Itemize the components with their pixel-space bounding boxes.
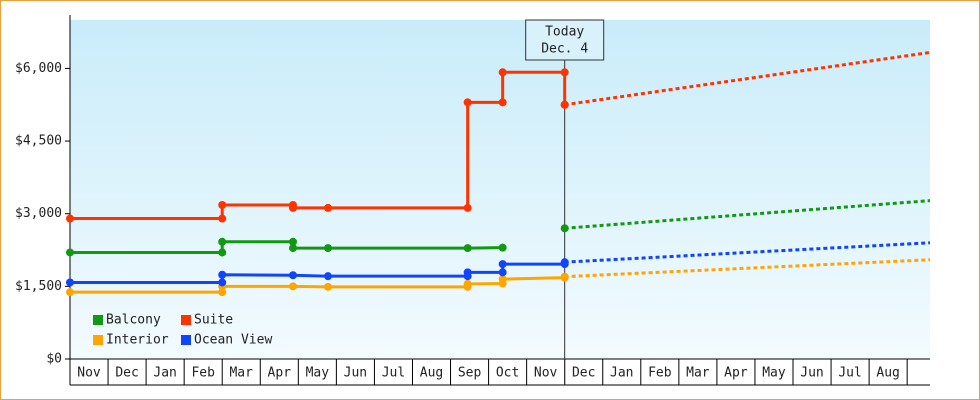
x-tick-label: Feb [191, 366, 215, 381]
point [560, 100, 569, 109]
y-tick-label: $4,500 [15, 134, 62, 149]
x-tick-label: Jul [382, 366, 405, 381]
x-tick-label: May [306, 366, 330, 381]
projection-line [564, 241, 931, 264]
today-box [525, 19, 605, 61]
legend-swatch [181, 335, 191, 345]
x-tick-label: Oct [496, 366, 519, 381]
point [66, 278, 74, 287]
point [498, 68, 507, 77]
x-tick-label: May [762, 366, 786, 381]
x-tick-label: Mar [686, 366, 710, 381]
point [498, 275, 507, 284]
point [288, 237, 297, 246]
x-tick-label: Apr [268, 366, 292, 381]
projection-line [564, 50, 931, 107]
point [288, 271, 297, 280]
x-tick-label: Jan [153, 366, 176, 381]
point [66, 248, 74, 257]
x-tick-label: Jun [800, 366, 823, 381]
y-tick-label: $3,000 [15, 206, 62, 221]
x-tick-label: Jan [610, 366, 633, 381]
point [463, 203, 472, 212]
point [218, 200, 227, 209]
point [218, 278, 227, 287]
x-tick-label: Jun [344, 366, 367, 381]
point [324, 203, 332, 212]
point [463, 98, 472, 107]
x-tick-label: Dec [572, 366, 595, 381]
point [324, 282, 332, 291]
point [463, 244, 472, 253]
y-tick-label: $6,000 [15, 61, 62, 76]
y-tick-label: $1,500 [15, 279, 62, 294]
point [288, 282, 297, 291]
legend-swatch [93, 315, 103, 325]
point [463, 268, 472, 277]
x-tick-label: Aug [876, 366, 899, 381]
x-tick-label: Nov [77, 366, 101, 381]
x-tick-label: Dec [115, 366, 138, 381]
legend-label: Interior [106, 333, 169, 348]
x-tick-label: Jul [838, 366, 861, 381]
legend-label: Ocean View [194, 333, 272, 348]
point [288, 244, 297, 253]
legend-label: Suite [194, 313, 233, 328]
today-label: Dec. 4 [541, 42, 588, 57]
today-label: Today [545, 25, 584, 40]
legend-label: Balcony [106, 313, 161, 328]
point [218, 237, 227, 246]
point [560, 224, 569, 233]
point [218, 214, 227, 223]
point [498, 98, 507, 107]
point [218, 288, 227, 297]
point [560, 68, 569, 77]
point [498, 243, 507, 252]
y-tick-label: $0 [46, 352, 62, 367]
x-tick-label: Sep [458, 366, 482, 381]
x-tick-label: Feb [648, 366, 672, 381]
x-tick-label: Aug [420, 366, 443, 381]
x-tick-label: Apr [724, 366, 748, 381]
point [324, 272, 332, 281]
point [560, 273, 569, 282]
projection-line [564, 258, 931, 279]
point [288, 203, 297, 212]
point [66, 288, 74, 297]
projection-line [564, 199, 931, 230]
point [66, 214, 74, 223]
point [463, 279, 472, 288]
point [218, 270, 227, 279]
point [498, 268, 507, 277]
point [324, 244, 332, 253]
x-tick-label: Mar [229, 366, 253, 381]
point [218, 248, 227, 257]
legend-swatch [93, 335, 103, 345]
point [560, 260, 569, 269]
x-tick-label: Nov [534, 366, 558, 381]
plot-area [70, 20, 930, 359]
point [498, 260, 507, 269]
legend-swatch [181, 315, 191, 325]
